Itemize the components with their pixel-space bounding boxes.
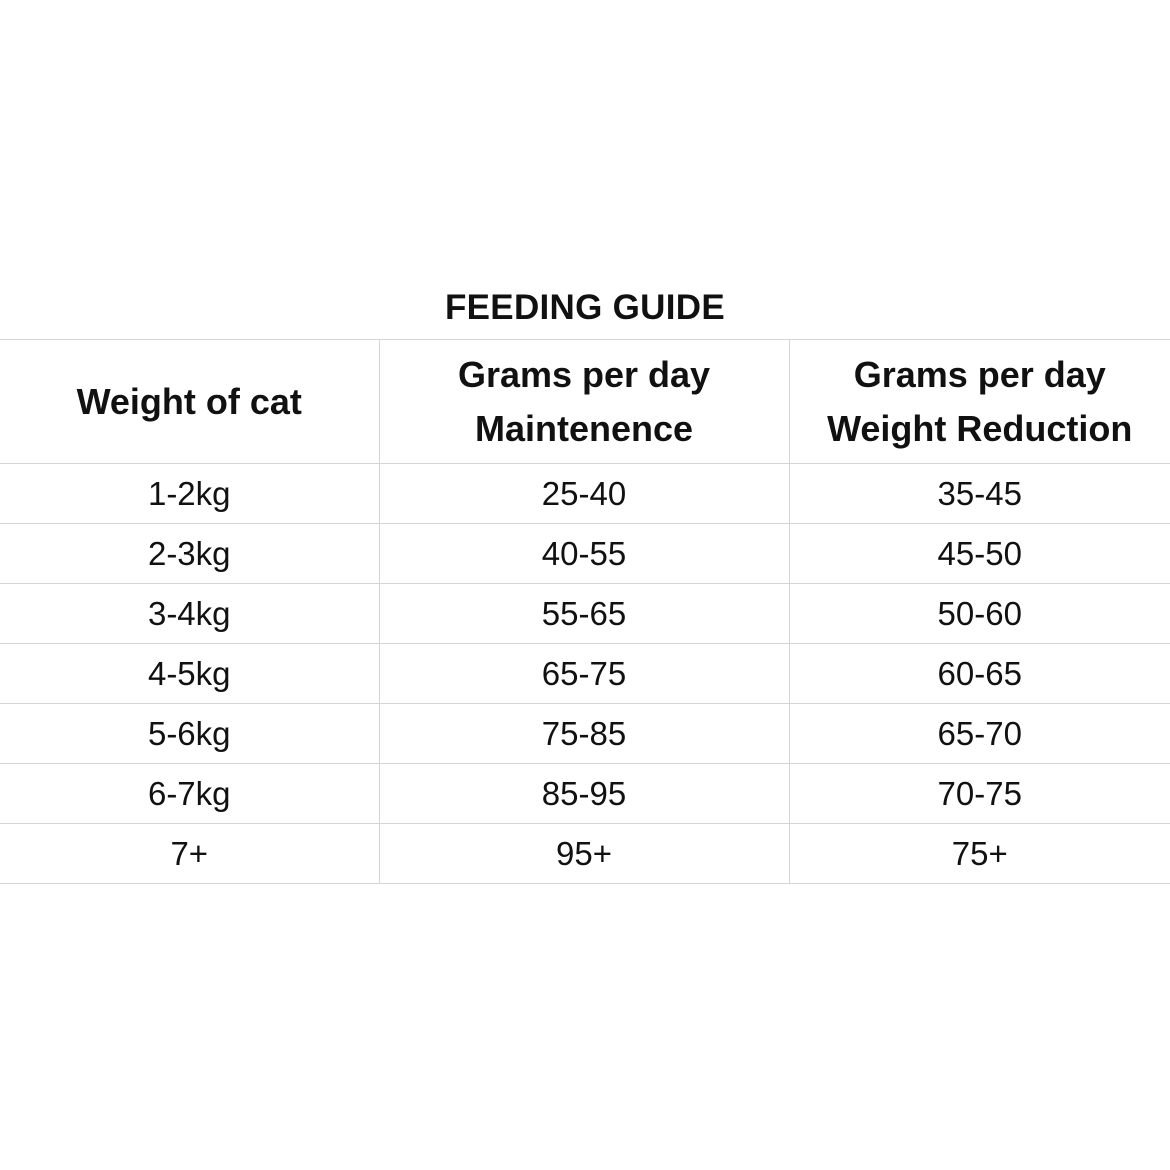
cell-weight-reduction: 35-45: [788, 463, 1170, 524]
cell-weight: 6-7kg: [0, 763, 379, 824]
cell-maintenance: 95+: [378, 823, 789, 884]
cell-weight: 3-4kg: [0, 583, 379, 644]
cell-weight: 1-2kg: [0, 463, 379, 524]
column-header-weight-reduction: Grams per day Weight Reduction: [788, 339, 1170, 464]
cell-weight: 5-6kg: [0, 703, 379, 764]
table-row: 1-2kg 25-40 35-45: [0, 463, 1170, 524]
cell-weight-reduction: 65-70: [788, 703, 1170, 764]
cell-weight: 2-3kg: [0, 523, 379, 584]
cell-maintenance: 55-65: [378, 583, 789, 644]
table-row: 4-5kg 65-75 60-65: [0, 643, 1170, 704]
column-header-label: Weight of cat: [76, 380, 302, 422]
column-header-sublabel: Weight Reduction: [827, 407, 1133, 449]
table-row: 3-4kg 55-65 50-60: [0, 583, 1170, 644]
cell-maintenance: 65-75: [378, 643, 789, 704]
column-header-weight: Weight of cat: [0, 339, 379, 464]
cell-maintenance: 75-85: [378, 703, 789, 764]
cell-weight: 7+: [0, 823, 379, 884]
table-row: 5-6kg 75-85 65-70: [0, 703, 1170, 764]
cell-weight-reduction: 70-75: [788, 763, 1170, 824]
cell-weight-reduction: 60-65: [788, 643, 1170, 704]
column-header-label: Grams per day: [457, 353, 711, 395]
feeding-guide-table: Weight of cat Grams per day Maintenence …: [0, 339, 1170, 884]
cell-maintenance: 40-55: [378, 523, 789, 584]
column-header-maintenance: Grams per day Maintenence: [378, 339, 789, 464]
table-row: 6-7kg 85-95 70-75: [0, 763, 1170, 824]
page-title: FEEDING GUIDE: [444, 288, 726, 327]
cell-weight: 4-5kg: [0, 643, 379, 704]
cell-weight-reduction: 50-60: [788, 583, 1170, 644]
table-row: 2-3kg 40-55 45-50: [0, 523, 1170, 584]
cell-maintenance: 85-95: [378, 763, 789, 824]
column-header-label: Grams per day: [853, 353, 1106, 395]
cell-maintenance: 25-40: [378, 463, 789, 524]
column-header-sublabel: Maintenence: [474, 407, 694, 449]
table-row: 7+ 95+ 75+: [0, 823, 1170, 884]
table-header-row: Weight of cat Grams per day Maintenence …: [0, 339, 1170, 464]
cell-weight-reduction: 45-50: [788, 523, 1170, 584]
cell-weight-reduction: 75+: [788, 823, 1170, 884]
